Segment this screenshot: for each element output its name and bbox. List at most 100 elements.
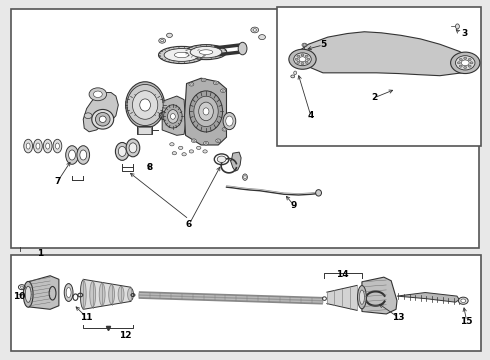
Ellipse shape [125,82,165,128]
Ellipse shape [189,82,194,86]
Ellipse shape [127,85,163,126]
Circle shape [297,61,300,63]
Ellipse shape [182,153,186,156]
Ellipse shape [99,116,106,122]
Ellipse shape [360,290,365,304]
Ellipse shape [127,288,133,301]
Circle shape [458,62,460,64]
Ellipse shape [190,46,222,58]
Ellipse shape [161,40,164,42]
Ellipse shape [80,150,87,160]
Circle shape [461,60,469,66]
Text: 12: 12 [120,331,132,340]
Text: 6: 6 [186,220,192,229]
Ellipse shape [203,141,208,145]
Ellipse shape [90,282,96,307]
Ellipse shape [316,190,321,196]
Text: 14: 14 [336,270,349,279]
Circle shape [464,66,466,68]
Ellipse shape [43,139,52,153]
Ellipse shape [36,143,40,149]
Ellipse shape [303,44,306,46]
Circle shape [307,58,310,60]
Ellipse shape [238,42,247,55]
Ellipse shape [77,146,90,164]
Text: 13: 13 [392,313,405,322]
Text: 1: 1 [37,249,44,258]
Ellipse shape [99,283,105,305]
Circle shape [301,63,304,64]
Ellipse shape [24,139,32,153]
Ellipse shape [456,24,460,29]
Ellipse shape [222,127,227,131]
Ellipse shape [168,110,178,123]
Ellipse shape [291,75,294,78]
Ellipse shape [217,140,219,141]
Ellipse shape [174,52,189,58]
Circle shape [295,58,298,60]
Circle shape [289,49,316,69]
Ellipse shape [190,91,222,132]
Ellipse shape [202,79,204,81]
Text: 10: 10 [13,292,25,301]
Circle shape [464,57,466,59]
Polygon shape [28,276,59,309]
Ellipse shape [140,99,150,111]
Ellipse shape [192,139,196,143]
Ellipse shape [201,78,206,82]
Ellipse shape [116,143,129,160]
Ellipse shape [213,81,218,85]
Ellipse shape [222,90,224,91]
Circle shape [94,91,102,98]
Ellipse shape [132,91,158,119]
Ellipse shape [199,102,213,121]
Ellipse shape [159,46,205,64]
Ellipse shape [129,143,137,153]
Text: 5: 5 [320,40,326,49]
Ellipse shape [203,150,207,153]
Ellipse shape [220,89,225,93]
Polygon shape [397,293,460,302]
Circle shape [459,297,468,304]
Circle shape [461,299,465,302]
Ellipse shape [126,139,140,157]
Polygon shape [162,96,186,135]
Ellipse shape [217,156,226,162]
Circle shape [301,54,304,56]
Ellipse shape [96,112,110,126]
Text: 3: 3 [461,29,467,38]
Circle shape [294,53,311,66]
Ellipse shape [215,82,217,84]
Ellipse shape [164,105,182,128]
Ellipse shape [216,139,220,143]
Circle shape [297,55,300,57]
Ellipse shape [167,33,172,37]
Ellipse shape [172,152,176,155]
Text: 15: 15 [461,316,473,325]
Ellipse shape [66,288,71,297]
Text: 4: 4 [308,111,314,120]
Ellipse shape [199,50,213,54]
Ellipse shape [170,143,174,146]
Ellipse shape [223,129,225,130]
Bar [11,255,481,351]
Ellipse shape [194,96,218,127]
Circle shape [459,58,462,60]
Ellipse shape [244,176,246,179]
Text: 2: 2 [371,93,377,102]
Ellipse shape [24,282,33,307]
Ellipse shape [118,147,126,157]
Circle shape [89,88,107,101]
Ellipse shape [171,113,175,119]
Ellipse shape [33,139,42,153]
Circle shape [468,58,471,60]
Ellipse shape [193,140,195,141]
Ellipse shape [185,45,227,60]
Circle shape [456,56,475,70]
Ellipse shape [80,280,86,309]
Ellipse shape [164,49,199,62]
Circle shape [459,65,462,67]
Polygon shape [230,152,241,171]
Bar [277,7,481,146]
Polygon shape [362,277,397,314]
